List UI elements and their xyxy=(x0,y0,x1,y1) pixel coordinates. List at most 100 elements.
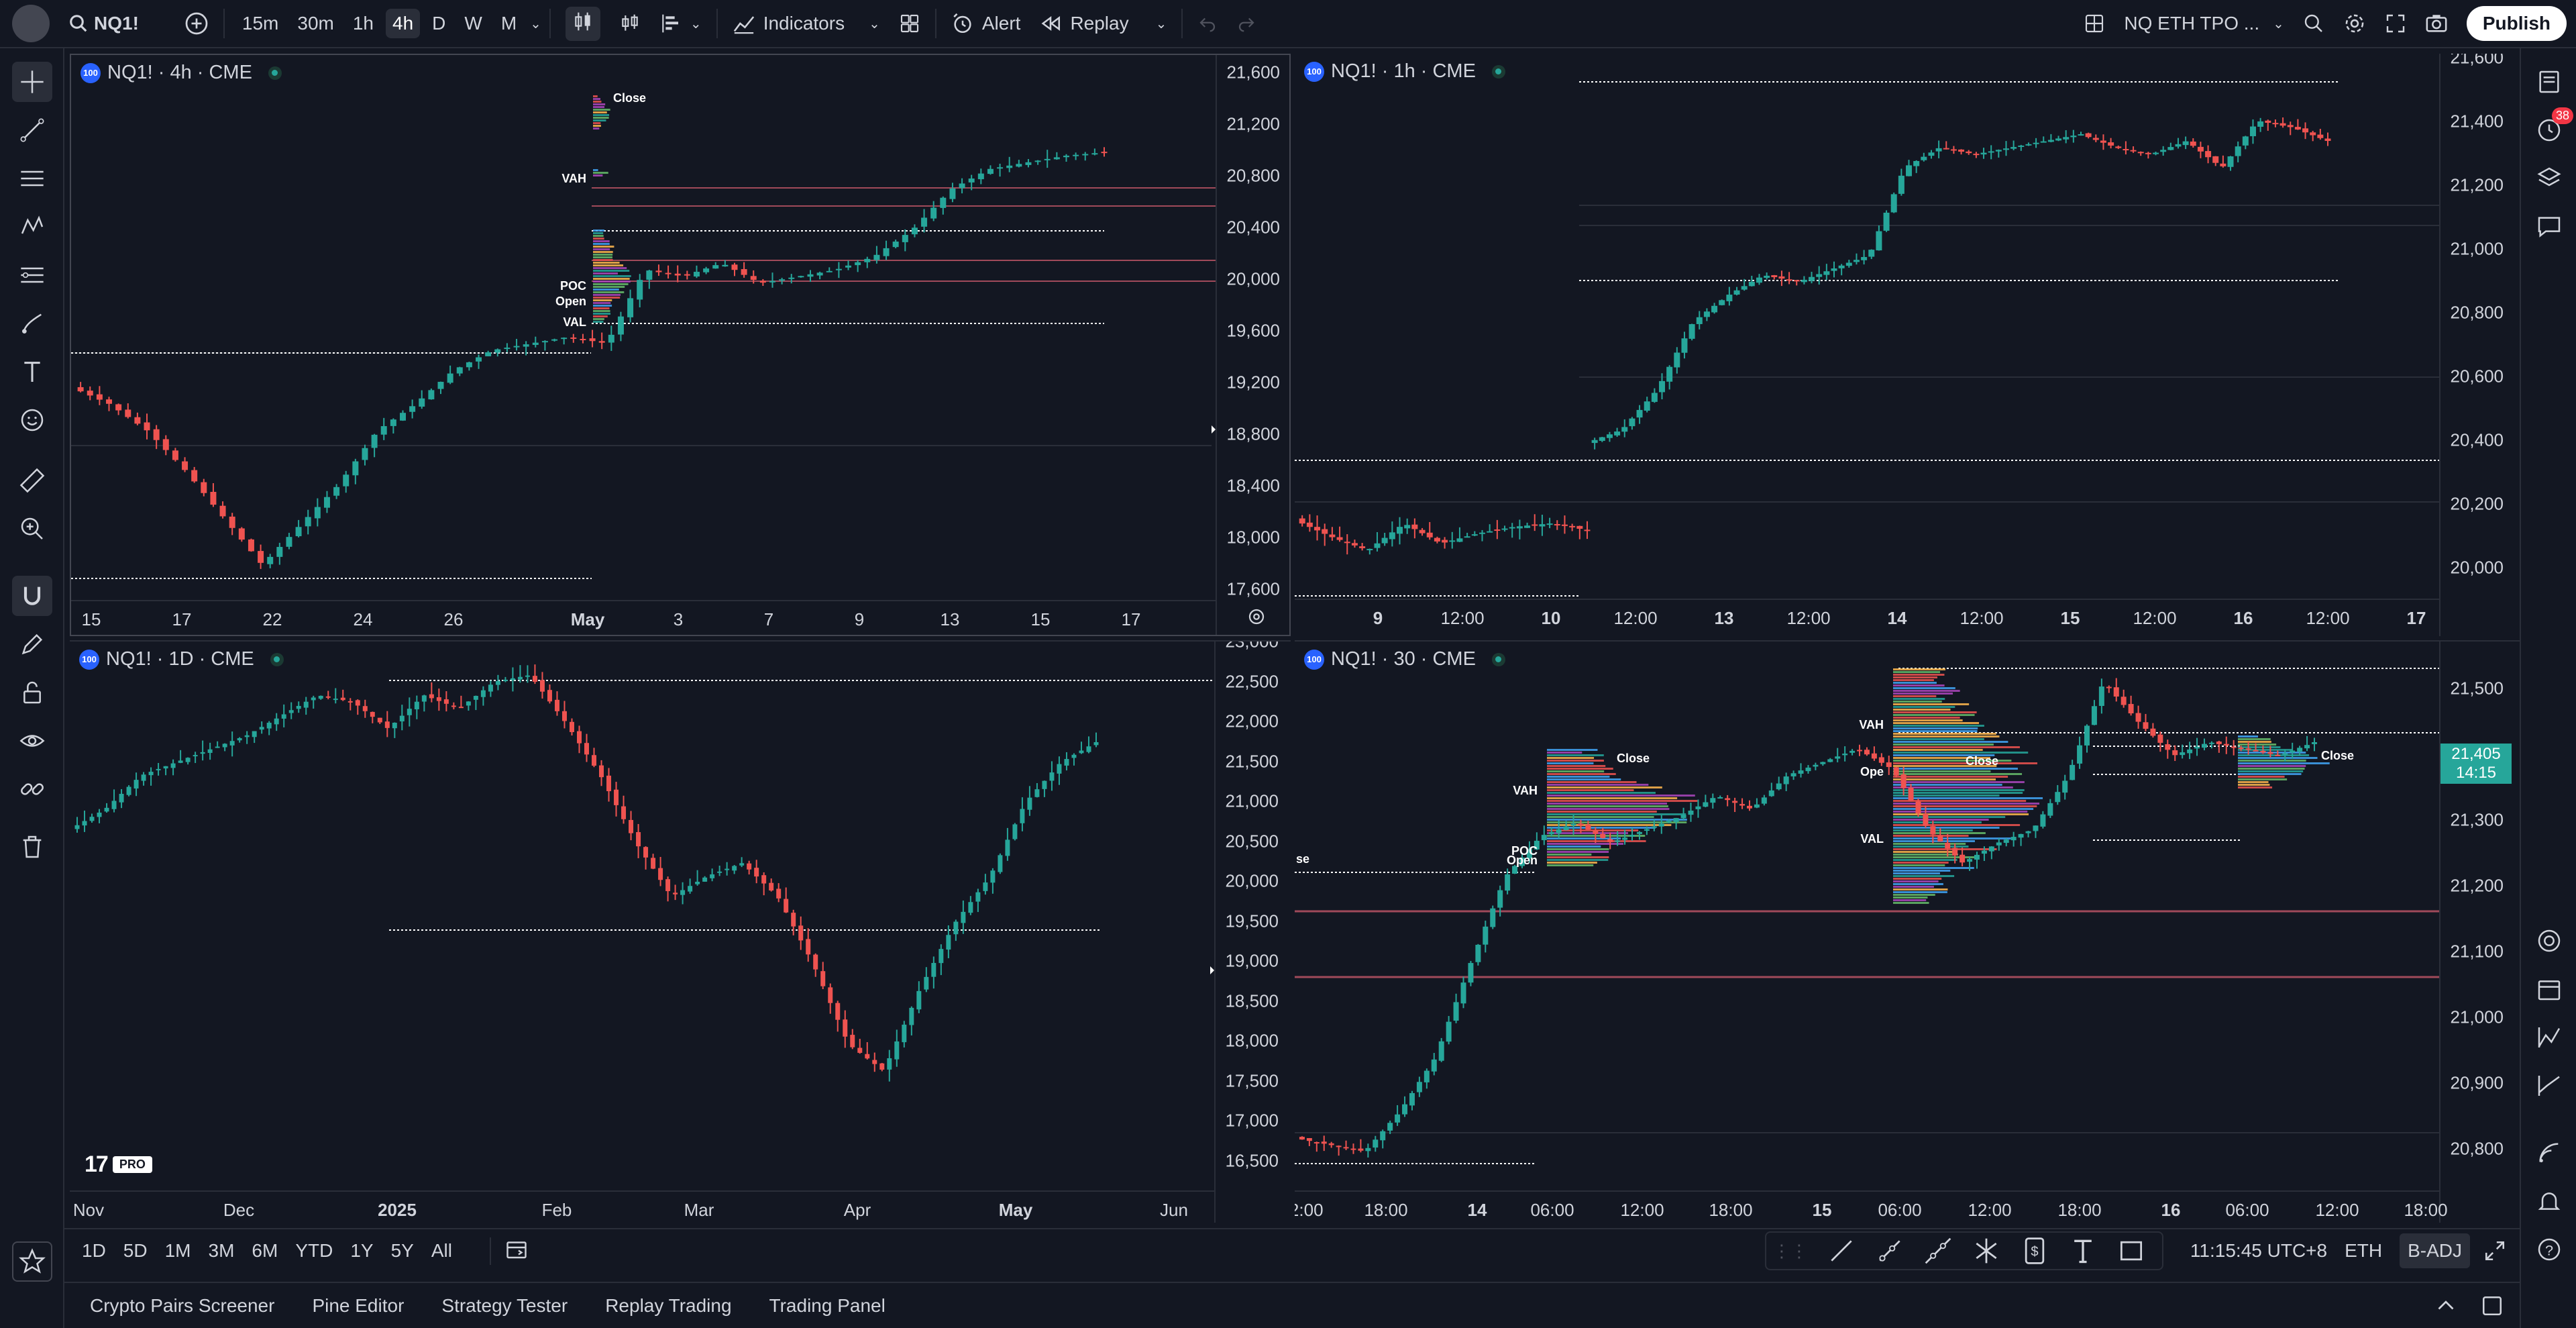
alert-button[interactable]: Alert xyxy=(942,0,1030,47)
interval-1h[interactable]: 1h xyxy=(352,13,374,34)
range-ytd[interactable]: YTD xyxy=(295,1240,333,1261)
replay-button[interactable]: Replay ⌄ xyxy=(1030,0,1176,47)
snapshot-button[interactable] xyxy=(2416,0,2457,47)
chat-icon[interactable] xyxy=(2529,207,2569,247)
quick-search-button[interactable] xyxy=(2294,0,2334,47)
pane-legend[interactable]: 100 NQ1! · 30 · CME xyxy=(1304,648,1505,670)
chart-canvas[interactable]: Close VAH POC Open VAL xyxy=(71,55,1216,636)
tab-crypto-pairs-screener[interactable]: Crypto Pairs Screener xyxy=(90,1294,275,1316)
tab-pine-editor[interactable]: Pine Editor xyxy=(312,1294,405,1316)
tab-strategy-tester[interactable]: Strategy Tester xyxy=(441,1294,568,1316)
time-axis[interactable]: 12:00 18:00 14 06:00 12:00 18:00 15 06:00 12:00 1… xyxy=(1295,1190,2448,1223)
range-1y[interactable]: 1Y xyxy=(350,1240,374,1261)
interval-m[interactable]: M xyxy=(500,13,517,34)
range-1m[interactable]: 1M xyxy=(164,1240,191,1261)
maximize-icon[interactable] xyxy=(2483,1239,2506,1262)
range-6m[interactable]: 6M xyxy=(252,1240,278,1261)
trendline-icon[interactable] xyxy=(12,110,52,150)
price-axis[interactable]: 21,50021,40021,30021,20021,10021,00020,9… xyxy=(2439,642,2513,1223)
time-axis[interactable]: Nov Dec 2025 Feb Mar Apr May Jun xyxy=(70,1190,1214,1223)
trend-icon[interactable] xyxy=(2529,1066,2569,1106)
price-label-icon[interactable]: $ xyxy=(2020,1236,2049,1266)
interval-15m[interactable]: 15m xyxy=(241,13,279,34)
price-axis[interactable]: 23,000 22,500 22,000 21,500 21,000 20,500 20,0… xyxy=(1214,642,1288,1223)
horizontal-lines-icon[interactable] xyxy=(12,158,52,199)
bar-type-button[interactable] xyxy=(610,0,650,47)
emoji-icon[interactable] xyxy=(12,400,52,440)
price-axis[interactable]: 21,600 21,400 21,200 21,000 20,800 20,600 20,4… xyxy=(2439,54,2513,636)
broadcast-icon[interactable] xyxy=(2529,1133,2569,1173)
alerts-clock-icon[interactable]: 38 xyxy=(2529,107,2573,150)
text-tool-icon[interactable] xyxy=(2068,1236,2098,1266)
ruler-icon[interactable] xyxy=(12,460,52,501)
time-axis[interactable]: 9 12:00 10 12:00 13 12:00 14 12:00 15 12:00 16 12:0… xyxy=(1295,599,2439,636)
compare-symbol-button[interactable] xyxy=(175,0,218,47)
panel-maximize-icon[interactable] xyxy=(2481,1294,2504,1317)
trash-icon[interactable] xyxy=(12,827,52,867)
session-toggle[interactable]: ETH xyxy=(2345,1240,2383,1261)
chart-pane-1h[interactable]: 100 NQ1! · 1h · CME 21,600 21,400 21,200 21… xyxy=(1295,54,2520,636)
line-tool-icon[interactable] xyxy=(1827,1236,1856,1266)
pattern-icon[interactable] xyxy=(12,207,52,247)
help-icon[interactable]: ? xyxy=(2529,1229,2569,1270)
chart-pane-30m[interactable]: 100 NQ1! · 30 · CME Close VAH POC Open se VAH… xyxy=(1295,640,2520,1223)
price-axis[interactable]: 21,600 21,200 20,800 20,400 20,000 19,600 19,2… xyxy=(1216,55,1289,635)
pane-legend[interactable]: 100 NQ1! · 1D · CME xyxy=(79,648,284,670)
bell-icon[interactable] xyxy=(2529,1181,2569,1221)
profile-type-button[interactable]: ⌄ xyxy=(650,0,711,47)
target-icon[interactable] xyxy=(2529,921,2569,961)
eye-icon[interactable] xyxy=(12,721,52,761)
extended-line-icon[interactable] xyxy=(1923,1236,1953,1266)
redo-button[interactable] xyxy=(1227,0,1266,47)
symbol-search[interactable]: NQ1! xyxy=(59,0,148,47)
chart-canvas[interactable] xyxy=(70,642,1214,1223)
tab-replay-trading[interactable]: Replay Trading xyxy=(605,1294,732,1316)
adjustment-toggle[interactable]: B-ADJ xyxy=(2400,1233,2470,1268)
chart-pane-1d[interactable]: 100 NQ1! · 1D · CME 23,000 22,500 22,000 21… xyxy=(70,640,1291,1223)
lock-icon[interactable] xyxy=(12,672,52,713)
interval-d[interactable]: D xyxy=(432,13,446,34)
range-3m[interactable]: 3M xyxy=(208,1240,235,1261)
interval-w[interactable]: W xyxy=(464,13,482,34)
pane-legend[interactable]: 100 NQ1! · 4h · CME xyxy=(80,62,282,84)
text-icon[interactable] xyxy=(12,352,52,392)
range-5y[interactable]: 5Y xyxy=(390,1240,414,1261)
star-icon[interactable] xyxy=(12,1241,52,1282)
publish-button[interactable]: Publish xyxy=(2457,0,2576,47)
pencil-lock-icon[interactable] xyxy=(12,624,52,664)
indicators-button[interactable]: Indicators ⌄ xyxy=(723,0,890,47)
fib-icon[interactable] xyxy=(12,255,52,295)
chevron-down-icon[interactable]: ⌄ xyxy=(869,16,880,32)
zoom-in-icon[interactable] xyxy=(12,509,52,549)
link-icon[interactable] xyxy=(12,769,52,809)
goto-date-button[interactable] xyxy=(489,1237,529,1265)
ray-tool-icon[interactable] xyxy=(1875,1236,1904,1266)
chart-lines-icon[interactable] xyxy=(2529,1017,2569,1058)
layout-select[interactable]: NQ ETH TPO ... ⌄ xyxy=(2074,0,2294,47)
watchlist-icon[interactable] xyxy=(2529,62,2569,102)
chevron-down-icon[interactable]: ⌄ xyxy=(530,16,541,32)
settings-button[interactable] xyxy=(2334,0,2375,47)
chevron-down-icon[interactable]: ⌄ xyxy=(1155,16,1167,32)
axis-settings-icon[interactable] xyxy=(1246,607,1267,630)
range-5d[interactable]: 5D xyxy=(123,1240,148,1261)
interval-30m[interactable]: 30m xyxy=(297,13,334,34)
clock-time[interactable]: 11:15:45 UTC+8 xyxy=(2190,1240,2328,1261)
range-1d[interactable]: 1D xyxy=(82,1240,106,1261)
calendar-icon[interactable] xyxy=(2529,969,2569,1009)
chart-canvas[interactable] xyxy=(1295,54,2439,636)
layers-icon[interactable] xyxy=(2529,158,2569,199)
chart-type-button[interactable] xyxy=(556,0,610,47)
layout-templates-button[interactable] xyxy=(890,0,930,47)
tab-trading-panel[interactable]: Trading Panel xyxy=(769,1294,885,1316)
pane-legend[interactable]: 100 NQ1! · 1h · CME xyxy=(1304,60,1505,83)
interval-4h[interactable]: 4h xyxy=(386,9,421,38)
brush-icon[interactable] xyxy=(12,303,52,344)
fullscreen-button[interactable] xyxy=(2375,0,2416,47)
magnet-icon[interactable] xyxy=(12,576,52,616)
rectangle-tool-icon[interactable] xyxy=(2116,1236,2146,1266)
range-all[interactable]: All xyxy=(431,1240,452,1261)
drag-handle-icon[interactable]: ⋮⋮ xyxy=(1772,1240,1808,1261)
user-avatar[interactable] xyxy=(0,0,59,47)
